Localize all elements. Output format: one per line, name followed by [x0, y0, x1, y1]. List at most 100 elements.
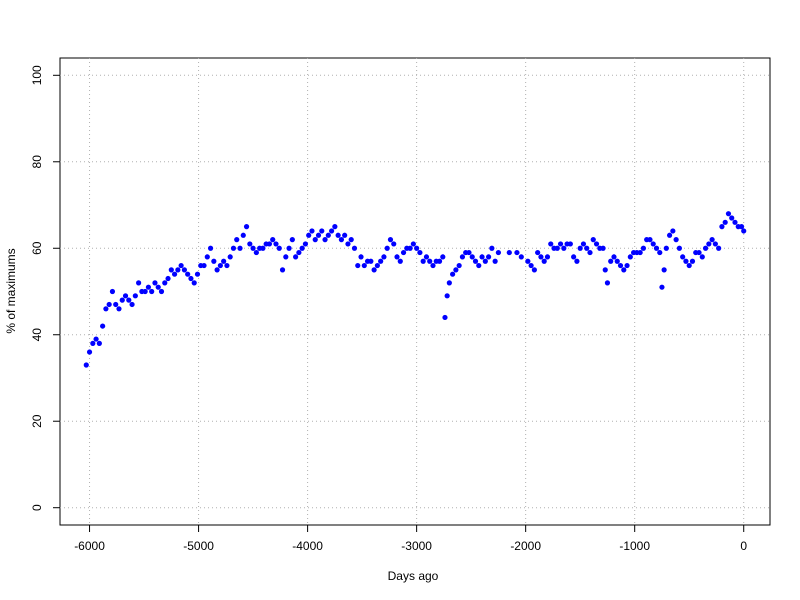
point: [621, 267, 627, 273]
point: [647, 237, 653, 243]
point: [270, 237, 276, 243]
point: [181, 267, 188, 273]
point: [306, 232, 312, 238]
point: [207, 245, 214, 251]
point: [554, 245, 560, 251]
point: [414, 245, 420, 251]
point: [93, 336, 99, 342]
point: [345, 241, 351, 247]
y-tick-label: 60: [30, 241, 44, 255]
point: [446, 280, 452, 286]
point: [683, 258, 689, 264]
point: [319, 228, 325, 234]
point: [328, 228, 335, 234]
point: [538, 254, 544, 260]
point: [602, 267, 608, 273]
point: [221, 258, 227, 264]
point: [142, 288, 148, 295]
point: [670, 228, 676, 234]
point: [584, 245, 590, 251]
point: [587, 249, 593, 256]
point: [600, 245, 606, 251]
y-tick-label: 40: [30, 328, 44, 342]
point: [659, 284, 665, 290]
point: [738, 224, 745, 230]
point: [444, 293, 450, 299]
point: [653, 245, 660, 251]
x-tick-label: -4000: [292, 539, 323, 553]
point: [227, 254, 233, 260]
point: [492, 258, 498, 264]
point: [342, 232, 348, 238]
x-tick-label: -2000: [510, 539, 541, 553]
point: [420, 258, 426, 264]
point: [83, 362, 89, 368]
point: [171, 271, 178, 277]
y-tick-label: 80: [30, 155, 44, 169]
point: [476, 262, 482, 269]
y-tick-label: 20: [30, 414, 44, 428]
point: [240, 232, 246, 238]
point: [129, 301, 135, 308]
point: [358, 254, 364, 260]
point: [335, 232, 341, 238]
point: [689, 258, 696, 264]
point: [440, 254, 446, 260]
point: [436, 258, 443, 264]
point: [178, 262, 184, 269]
point: [450, 271, 456, 277]
point: [604, 280, 611, 286]
point: [624, 262, 630, 269]
point: [86, 349, 93, 355]
point: [567, 241, 573, 247]
point: [423, 254, 430, 260]
point: [548, 241, 554, 247]
point: [162, 280, 168, 286]
point: [273, 241, 279, 247]
point: [400, 249, 407, 256]
point: [417, 249, 423, 256]
point: [442, 314, 448, 321]
point: [485, 254, 492, 260]
point: [309, 228, 315, 234]
point: [410, 241, 416, 247]
point: [351, 245, 358, 251]
point: [541, 258, 547, 264]
point: [430, 262, 436, 269]
point: [299, 245, 305, 251]
point: [535, 249, 541, 256]
point: [482, 258, 488, 264]
point: [456, 262, 462, 269]
point: [378, 258, 384, 264]
point: [136, 280, 142, 286]
point: [391, 241, 397, 247]
point: [666, 232, 673, 238]
point: [155, 284, 161, 290]
point: [338, 237, 345, 243]
point: [561, 245, 567, 251]
point: [650, 241, 656, 247]
point: [266, 241, 273, 247]
point: [719, 224, 725, 230]
point: [224, 262, 230, 269]
point: [706, 241, 712, 247]
y-tick-label: 100: [30, 65, 44, 85]
point: [614, 258, 620, 264]
point: [371, 267, 377, 273]
point: [384, 245, 390, 251]
point: [593, 241, 600, 247]
point: [152, 280, 158, 286]
point: [577, 245, 583, 251]
point: [676, 245, 682, 251]
point: [729, 215, 735, 221]
point: [680, 254, 686, 260]
point: [725, 211, 732, 217]
point: [168, 267, 174, 273]
point: [175, 267, 181, 273]
point: [590, 237, 596, 243]
point: [544, 254, 551, 260]
point: [100, 323, 106, 329]
point: [732, 219, 738, 225]
point: [90, 340, 96, 346]
point: [250, 245, 256, 251]
